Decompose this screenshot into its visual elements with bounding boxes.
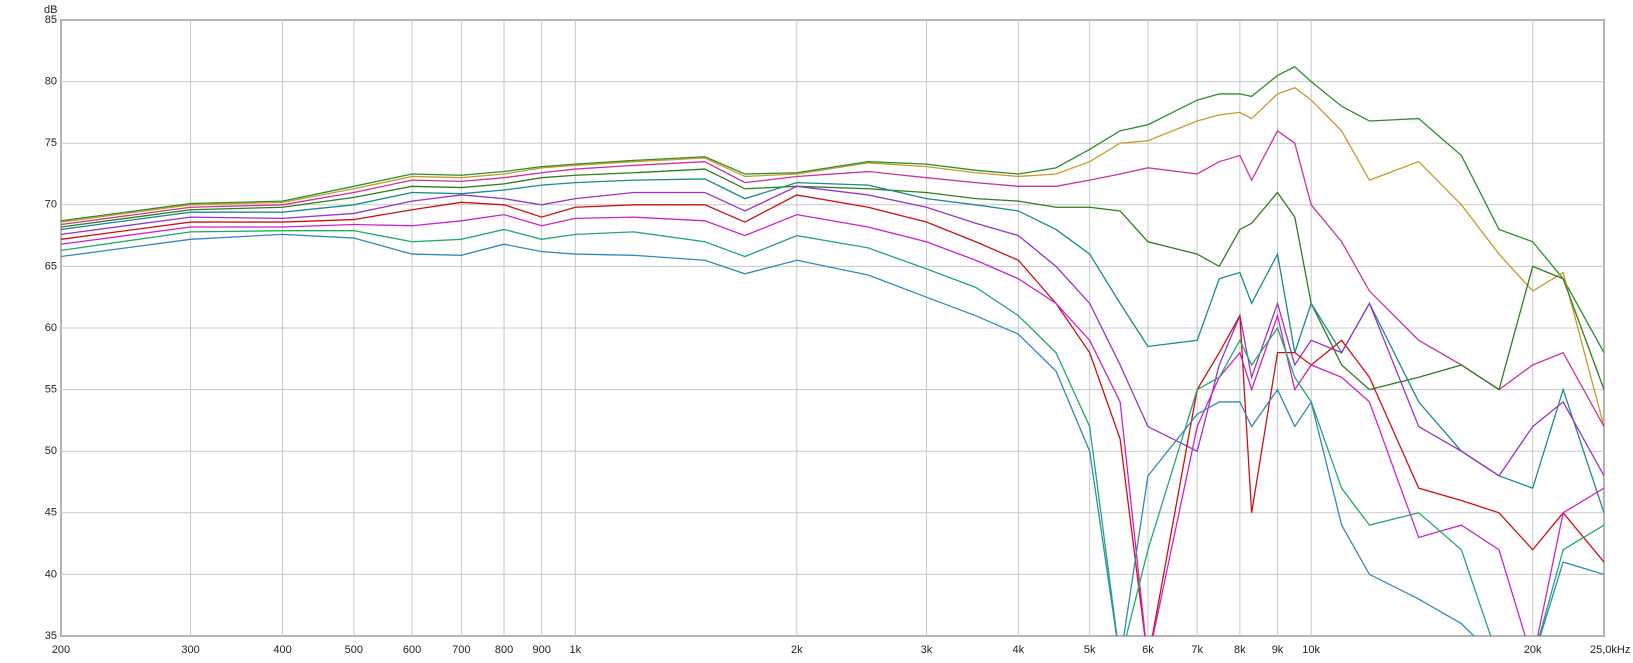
series-line (61, 168, 1604, 391)
series-line (61, 194, 1604, 636)
y-tick-label: 50 (45, 445, 57, 457)
y-tick-label: 80 (45, 76, 57, 88)
x-tick-label: 500 (345, 644, 363, 656)
series-line (61, 66, 1604, 353)
series-line (61, 228, 1604, 636)
x-tick-label: 700 (452, 644, 470, 656)
series-line (61, 129, 1604, 427)
y-tick-label: 60 (45, 322, 57, 334)
lines (61, 66, 1604, 636)
y-tick-label: 70 (45, 199, 57, 211)
x-tick-label: 8k (1234, 644, 1246, 656)
x-tick-label: 900 (532, 644, 550, 656)
series-line (61, 213, 1604, 636)
x-tick-label: 1k (570, 644, 582, 656)
x-tick-label: 2k (791, 644, 803, 656)
x-tick-label: 800 (495, 644, 513, 656)
series-line (61, 233, 1604, 636)
x-tick-label: 3k (921, 644, 933, 656)
y-tick-label: 75 (45, 137, 57, 149)
x-tick-label: 6k (1142, 644, 1154, 656)
series-line (61, 185, 1604, 477)
y-tick-label: 85 (45, 14, 57, 26)
x-tick-label: 25,0kHz (1590, 644, 1630, 656)
series-line (61, 87, 1604, 427)
y-axis-label: dB (44, 4, 57, 16)
series-line (61, 178, 1604, 514)
x-tick-label: 5k (1084, 644, 1096, 656)
x-tick-label: 600 (403, 644, 421, 656)
y-tick-label: 55 (45, 384, 57, 396)
grid: 35 40 45 50 55 60 65 70 75 80 85 200 300 400 500 600 700… (45, 14, 1631, 656)
y-tick-label: 45 (45, 507, 57, 519)
x-tick-label: 10k (1302, 644, 1320, 656)
x-tick-label: 300 (181, 644, 199, 656)
x-tick-label: 4k (1013, 644, 1025, 656)
y-tick-label: 65 (45, 260, 57, 272)
x-tick-label: 9k (1272, 644, 1284, 656)
y-tick-label: 40 (45, 568, 57, 580)
x-tick-label: 400 (273, 644, 291, 656)
x-tick-label: 7k (1191, 644, 1203, 656)
x-tick-label: 200 (52, 644, 70, 656)
y-tick-label: 35 (45, 630, 57, 642)
x-tick-label: 20k (1524, 644, 1542, 656)
